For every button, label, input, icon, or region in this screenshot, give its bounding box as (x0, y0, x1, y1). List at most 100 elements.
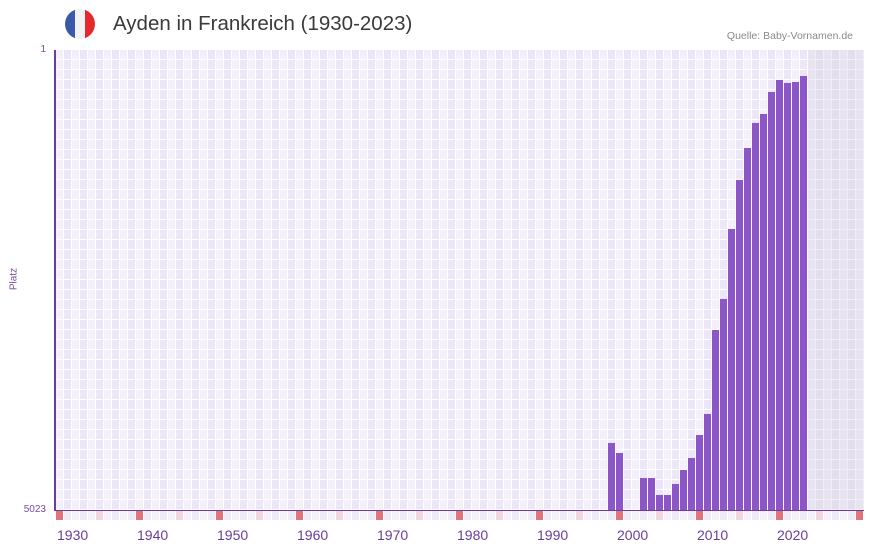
year-marker (712, 511, 719, 520)
bar-2021 (784, 82, 791, 510)
year-marker (672, 511, 679, 520)
bar-2000 (616, 452, 623, 510)
x-tick-label: 1940 (137, 527, 169, 543)
year-marker (304, 511, 311, 520)
year-marker (760, 511, 767, 520)
year-marker (528, 511, 535, 520)
year-marker (816, 511, 823, 520)
year-marker (808, 511, 815, 520)
future-years-shading (808, 50, 864, 510)
bar-2009 (688, 457, 695, 510)
bar-2016 (744, 147, 751, 510)
bar-2013 (720, 299, 727, 510)
year-marker (88, 511, 95, 520)
year-marker (184, 511, 191, 520)
year-marker (416, 511, 423, 520)
year-marker (64, 511, 71, 520)
year-marker (408, 511, 415, 520)
bar-2018 (760, 114, 767, 510)
year-marker (840, 511, 847, 520)
year-marker (512, 511, 519, 520)
flag-blue-stripe (65, 9, 75, 39)
year-marker (424, 511, 431, 520)
year-marker (616, 511, 623, 520)
year-marker (688, 511, 695, 520)
bar-2020 (776, 80, 783, 510)
year-marker (608, 511, 615, 520)
year-marker (592, 511, 599, 520)
year-marker (624, 511, 631, 520)
year-marker (224, 511, 231, 520)
year-marker (384, 511, 391, 520)
year-marker (704, 511, 711, 520)
year-marker (176, 511, 183, 520)
year-marker (792, 511, 799, 520)
year-marker (352, 511, 359, 520)
year-marker (168, 511, 175, 520)
year-marker (552, 511, 559, 520)
x-tick-label: 1950 (217, 527, 249, 543)
year-marker (312, 511, 319, 520)
year-marker (432, 511, 439, 520)
x-axis-line (54, 509, 864, 511)
year-marker (440, 511, 447, 520)
year-marker (320, 511, 327, 520)
bar-2014 (728, 228, 735, 510)
year-marker (264, 511, 271, 520)
year-marker (720, 511, 727, 520)
x-tick-label: 1980 (457, 527, 489, 543)
x-tick-label: 1970 (377, 527, 409, 543)
year-marker (472, 511, 479, 520)
year-marker (96, 511, 103, 520)
year-marker (696, 511, 703, 520)
y-tick-top: 1 (40, 44, 46, 55)
year-marker (120, 511, 127, 520)
year-marker (56, 511, 63, 520)
year-marker-row (56, 511, 864, 520)
flag-red-stripe (85, 9, 95, 39)
bar-2005 (656, 495, 663, 510)
bar-2023 (800, 76, 807, 510)
year-marker (632, 511, 639, 520)
plot-area (56, 50, 864, 510)
year-marker (400, 511, 407, 520)
year-marker (152, 511, 159, 520)
year-marker (736, 511, 743, 520)
year-marker (824, 511, 831, 520)
chart-title: Ayden in Frankreich (1930-2023) (113, 12, 413, 35)
year-marker (232, 511, 239, 520)
year-marker (832, 511, 839, 520)
year-marker (240, 511, 247, 520)
year-marker (360, 511, 367, 520)
year-marker (496, 511, 503, 520)
year-marker (112, 511, 119, 520)
year-marker (160, 511, 167, 520)
year-marker (288, 511, 295, 520)
year-marker (600, 511, 607, 520)
year-marker (464, 511, 471, 520)
year-marker (128, 511, 135, 520)
year-marker (576, 511, 583, 520)
year-marker (248, 511, 255, 520)
x-tick-label: 1930 (57, 527, 89, 543)
year-marker (560, 511, 567, 520)
x-tick-label: 1960 (297, 527, 329, 543)
year-marker (272, 511, 279, 520)
year-marker (280, 511, 287, 520)
year-marker (536, 511, 543, 520)
bar-2006 (664, 495, 671, 510)
x-tick-label: 1990 (537, 527, 569, 543)
year-marker (800, 511, 807, 520)
year-marker (328, 511, 335, 520)
bar-2003 (640, 477, 647, 510)
x-tick-label: 2010 (697, 527, 729, 543)
year-marker (640, 511, 647, 520)
year-marker (776, 511, 783, 520)
year-marker (104, 511, 111, 520)
bar-2007 (672, 484, 679, 510)
year-marker (208, 511, 215, 520)
year-marker (584, 511, 591, 520)
y-axis-line (54, 50, 56, 511)
y-tick-bottom: 5023 (23, 504, 46, 515)
bar-2012 (712, 330, 719, 510)
